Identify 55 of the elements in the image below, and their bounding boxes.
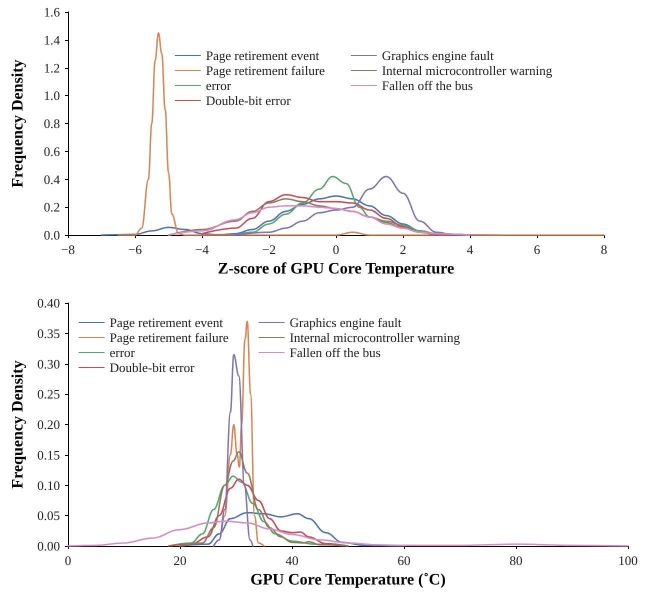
y-tick-label: 0.35: [37, 326, 60, 341]
y-tick-label: 0.20: [37, 417, 60, 432]
x-tick-label: 6: [534, 242, 541, 258]
line-series: [168, 205, 471, 236]
x-axis-title: Z-score of GPU Core Temperature: [218, 260, 454, 278]
y-tick-label: 0.05: [37, 508, 60, 524]
x-tick-label: 0: [64, 553, 72, 568]
legend-label: error: [206, 78, 232, 93]
x-tick-label: 20: [174, 553, 186, 568]
y-tick-label: 0.40: [37, 296, 60, 310]
y-tick-label: 1.6: [44, 4, 60, 20]
legend-label: error: [110, 345, 136, 360]
legend-label: Internal microcontroller warning: [290, 330, 460, 345]
x-tick-label: −6: [128, 242, 142, 258]
x-tick-label: −4: [195, 242, 210, 258]
y-axis-title: Frequency Density: [10, 59, 26, 188]
legend-label: Graphics engine fault: [382, 48, 494, 63]
legend-label: Internal microcontroller warning: [382, 63, 553, 78]
y-tick-label: 0.25: [37, 386, 60, 402]
legend-label: Double-bit error: [206, 93, 292, 108]
y-tick-label: 0.0: [44, 228, 60, 243]
x-tick-label: 0: [332, 242, 340, 258]
y-tick-label: 1.0: [44, 88, 60, 104]
y-tick-label: 0.6: [44, 144, 60, 159]
x-tick-label: 80: [510, 553, 522, 568]
line-series: [118, 32, 605, 236]
x-tick-label: 60: [398, 553, 410, 568]
x-tick-label: 8: [600, 242, 608, 258]
y-tick-label: 0.2: [44, 200, 60, 215]
y-tick-label: 0.4: [44, 172, 60, 187]
y-tick-label: 0.30: [37, 356, 60, 372]
legend-label: Page retirement failure: [206, 63, 326, 78]
legend-label: Page retirement event: [110, 315, 224, 330]
legend-label: Double-bit error: [110, 360, 196, 375]
y-tick-label: 0.15: [37, 447, 60, 462]
y-tick-label: 0.10: [37, 478, 60, 493]
line-series: [179, 451, 349, 547]
x-tick-label: −2: [262, 242, 276, 258]
legend-label: Fallen off the bus: [382, 78, 473, 93]
x-tick-label: 4: [466, 242, 474, 258]
x-tick-label: 100: [618, 553, 638, 568]
y-tick-label: 0.00: [37, 538, 60, 554]
x-tick-label: 2: [400, 242, 406, 258]
y-tick-label: 1.4: [44, 32, 60, 48]
y-tick-label: 1.2: [44, 60, 60, 76]
x-tick-label: −8: [61, 242, 75, 258]
legend-label: Page retirement failure: [110, 330, 229, 345]
y-axis-title: Frequency Density: [10, 360, 26, 489]
y-tick-label: 0.8: [44, 116, 60, 132]
x-tick-label: 40: [286, 553, 298, 568]
legend-label: Fallen off the bus: [290, 345, 381, 360]
x-axis-title: GPU Core Temperature (˚C): [250, 571, 446, 588]
legend-label: Page retirement event: [206, 48, 320, 63]
line-series: [212, 354, 254, 547]
legend-label: Graphics engine fault: [290, 315, 402, 330]
